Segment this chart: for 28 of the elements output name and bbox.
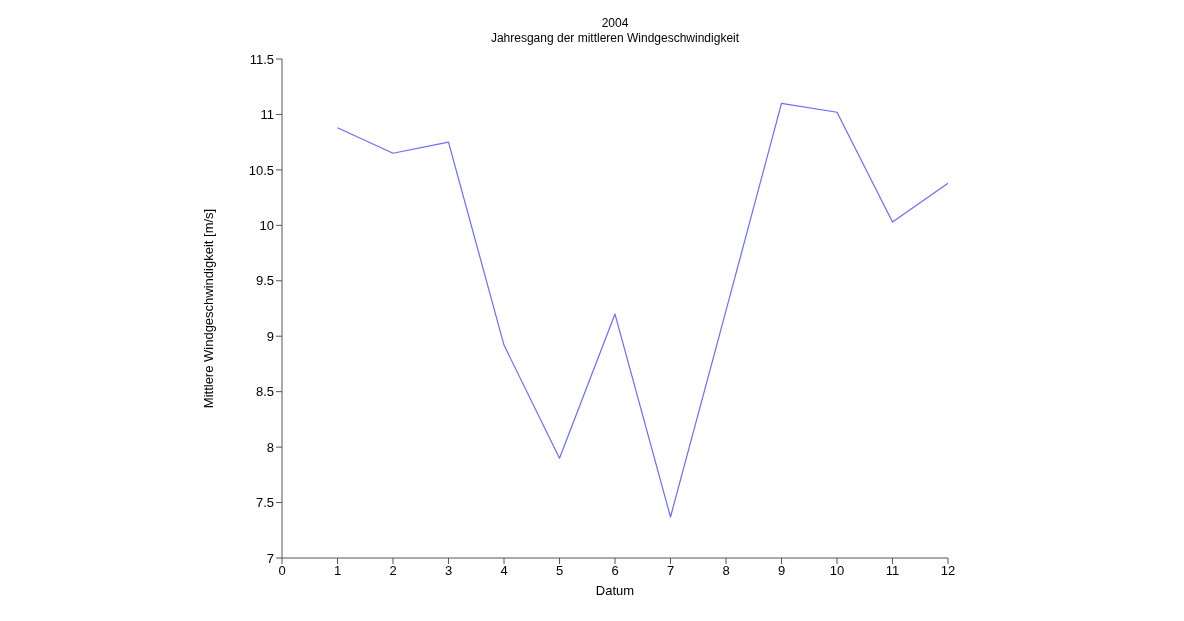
x-tick-label: 5 (555, 563, 564, 579)
x-tick-label: 10 (829, 563, 845, 579)
x-tick-label: 4 (500, 563, 508, 579)
y-axis-title: Mittlere Windgeschwindigkeit [m/s] (200, 208, 216, 409)
x-tick-label: 12 (940, 563, 956, 579)
y-tick-label: 11 (260, 107, 274, 123)
x-tick-label: 2 (389, 563, 397, 579)
y-tick-label: 7.5 (255, 495, 274, 511)
y-tick-label: 7 (266, 550, 274, 566)
x-tick-label: 6 (611, 563, 619, 579)
chart-title: 2004 (600, 16, 630, 31)
x-tick-label: 3 (444, 563, 453, 579)
y-tick-label: 8 (266, 439, 274, 455)
x-tick-label: 9 (777, 563, 786, 579)
x-axis-title: Datum (595, 583, 635, 598)
x-tick-label: 0 (278, 563, 286, 579)
chart-subtitle: Jahresgang der mittleren Windgeschwindigkeit (489, 31, 741, 46)
y-tick-label: 11.5 (249, 51, 274, 67)
y-tick-label: 8.5 (255, 384, 274, 400)
line-series (336, 102, 948, 518)
y-tick-label: 9.5 (255, 273, 274, 289)
x-tick-label: 11 (885, 563, 900, 579)
y-tick-label: 10 (259, 217, 274, 233)
x-tick-label: 8 (722, 563, 730, 579)
x-tick-label: 1 (333, 563, 342, 579)
x-tick-label: 7 (666, 563, 675, 579)
y-tick-label: 10.5 (248, 162, 274, 178)
y-tick-label: 9 (266, 328, 274, 344)
